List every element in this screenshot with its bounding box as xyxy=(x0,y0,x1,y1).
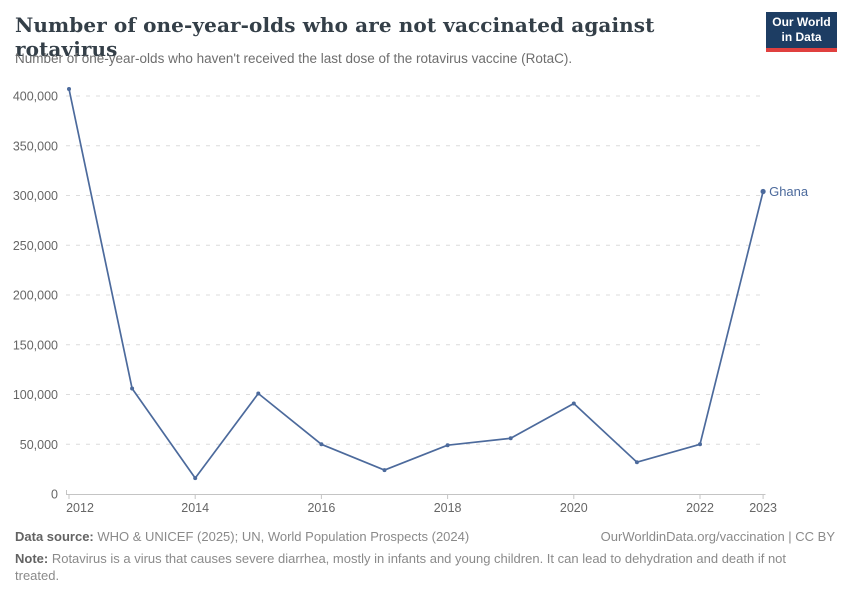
y-tick-label: 350,000 xyxy=(13,139,58,153)
data-point[interactable] xyxy=(67,87,71,91)
owid-logo-line1: Our World xyxy=(772,15,831,29)
series-line[interactable] xyxy=(68,88,764,479)
footer-link[interactable]: OurWorldinData.org/vaccination | CC BY xyxy=(600,529,835,544)
data-point[interactable] xyxy=(698,442,702,447)
x-tick-label: 2020 xyxy=(560,501,588,515)
footer-note: Note: Rotavirus is a virus that causes s… xyxy=(15,550,805,585)
chart-title: Number of one-year-olds who are not vacc… xyxy=(15,13,655,61)
x-tick-label: 2012 xyxy=(66,501,94,515)
chart-footer: Data source: WHO & UNICEF (2025); UN, Wo… xyxy=(15,528,835,585)
data-point[interactable] xyxy=(508,436,513,441)
data-point[interactable] xyxy=(382,468,387,473)
data-point[interactable] xyxy=(445,443,450,448)
data-source-text: WHO & UNICEF (2025); UN, World Populatio… xyxy=(93,529,470,544)
note-label: Note: xyxy=(15,550,49,566)
data-point[interactable] xyxy=(571,401,576,406)
y-tick-label: 150,000 xyxy=(13,338,58,352)
y-tick-label: 200,000 xyxy=(13,289,58,303)
y-tick-label: 0 xyxy=(51,488,58,502)
data-source-label: Data source: xyxy=(15,529,94,544)
data-point[interactable] xyxy=(319,442,324,447)
owid-logo[interactable]: Our World in Data xyxy=(766,12,837,52)
data-point[interactable] xyxy=(634,460,639,465)
data-point[interactable] xyxy=(760,188,766,195)
owid-logo-line2: in Data xyxy=(781,30,822,44)
x-tick-label: 2016 xyxy=(307,501,335,515)
entity-label[interactable]: Ghana xyxy=(769,184,809,199)
y-tick-label: 50,000 xyxy=(20,438,58,452)
chart-subtitle: Number of one-year-olds who haven't rece… xyxy=(15,51,573,66)
x-tick-label: 2014 xyxy=(181,501,209,515)
y-tick-label: 250,000 xyxy=(13,239,58,253)
x-tick-label: 2023 xyxy=(749,501,777,515)
y-tick-label: 300,000 xyxy=(13,189,58,203)
data-point[interactable] xyxy=(193,476,198,481)
y-tick-label: 400,000 xyxy=(13,90,58,104)
y-tick-label: 100,000 xyxy=(13,388,58,402)
x-tick-label: 2022 xyxy=(686,501,714,515)
note-text: Rotavirus is a virus that causes severe … xyxy=(15,550,787,584)
footer-source-row: Data source: WHO & UNICEF (2025); UN, Wo… xyxy=(15,528,835,546)
x-tick-label: 2018 xyxy=(434,501,462,515)
data-source: Data source: WHO & UNICEF (2025); UN, Wo… xyxy=(15,528,469,546)
data-point[interactable] xyxy=(130,386,135,391)
data-point[interactable] xyxy=(256,391,261,396)
